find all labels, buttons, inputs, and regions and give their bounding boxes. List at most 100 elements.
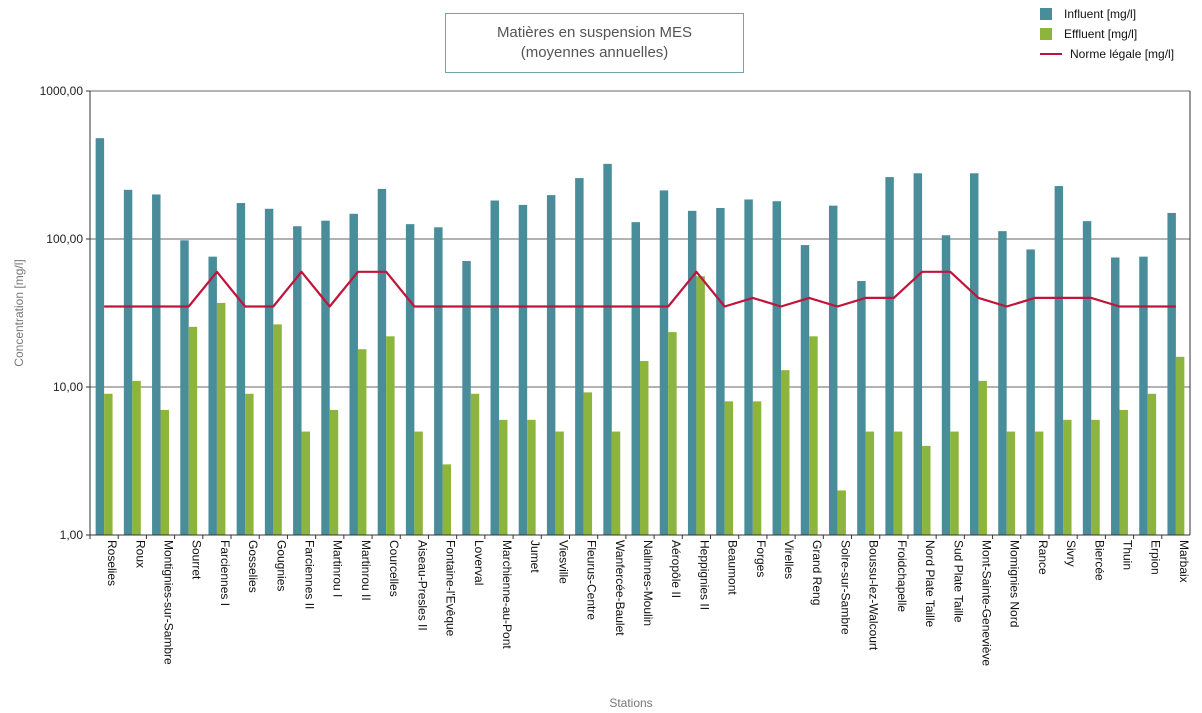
bar-effluent <box>752 401 762 535</box>
x-tick-label: Farciennes II <box>303 540 317 609</box>
bar-effluent <box>498 419 508 535</box>
x-tick-label: Jumet <box>528 540 542 573</box>
bar-influent <box>913 173 923 535</box>
bar-effluent <box>160 409 169 535</box>
x-tick-label: Sourret <box>190 540 204 580</box>
bars-layer <box>95 138 1185 536</box>
bar-effluent <box>668 332 677 535</box>
x-tick-label: Nord Plate Taille <box>923 540 937 627</box>
bar-influent <box>659 190 669 535</box>
line-layer <box>104 270 1176 308</box>
legend-item-effluent: Effluent [mg/l] <box>1040 25 1174 43</box>
bar-effluent <box>611 431 621 535</box>
bar-effluent <box>357 349 367 535</box>
x-tick-label: Gosselies <box>246 540 260 593</box>
chart-title: Matières en suspension MES <box>496 24 693 41</box>
x-tick-label: Biercée <box>1092 540 1106 581</box>
axis-layer <box>89 91 1191 539</box>
bar-effluent <box>1063 419 1072 535</box>
x-tick-label: Forges <box>754 540 768 577</box>
bar-influent <box>631 222 640 535</box>
bar-influent <box>321 220 330 535</box>
y-tick-label: 10,00 <box>53 380 83 394</box>
bar-effluent <box>696 276 705 535</box>
bar-effluent <box>865 431 875 535</box>
bar-influent <box>828 205 838 535</box>
bar-effluent <box>809 336 818 535</box>
bar-effluent <box>104 393 113 535</box>
bar-effluent <box>640 360 649 535</box>
bar-effluent <box>1119 409 1128 535</box>
bar-influent <box>603 163 612 535</box>
bar-effluent <box>527 419 536 535</box>
x-tick-label: Montignies-sur-Sambre <box>162 540 176 665</box>
bar-influent <box>1026 249 1035 536</box>
bar-effluent <box>329 409 339 535</box>
x-axis-label: Stations <box>609 696 652 710</box>
bar-influent <box>152 194 161 535</box>
bar-influent <box>123 189 133 535</box>
bar-effluent <box>188 326 198 535</box>
bar-influent <box>998 231 1007 535</box>
bar-effluent <box>273 324 282 535</box>
x-tick-label: Nalinnes-Moulin <box>641 540 655 626</box>
bar-effluent <box>132 380 141 535</box>
bar-effluent <box>245 393 254 535</box>
bar-effluent <box>301 431 310 535</box>
legend-item-influent: Influent [mg/l] <box>1040 5 1174 23</box>
bar-effluent <box>555 431 564 535</box>
bar-effluent <box>1091 419 1100 535</box>
bar-influent <box>575 178 584 536</box>
bar-influent <box>180 240 189 536</box>
bar-influent <box>349 213 358 535</box>
bar-effluent <box>978 380 987 535</box>
bar-effluent <box>950 431 959 535</box>
x-tick-label: Fontaine-l'Evêque <box>444 540 458 637</box>
x-tick-label: Solre-sur-Sambre <box>838 540 852 635</box>
x-tick-label: Mont-Sainte-Geneviève <box>979 540 993 666</box>
x-tick-label: Rance <box>1036 540 1050 575</box>
legend-label-norme: Norme légale [mg/l] <box>1070 47 1175 61</box>
bar-influent <box>546 195 556 535</box>
bar-influent <box>264 208 274 536</box>
bar-influent <box>434 227 443 535</box>
x-tick-label: Wanfercée-Baulet <box>613 540 627 636</box>
legend: Influent [mg/l] Effluent [mg/l] Norme lé… <box>1040 5 1174 65</box>
bar-effluent <box>414 431 423 535</box>
x-tick-label: Aiseau-Presles II <box>415 540 429 631</box>
x-tick-label: Fleurus-Centre <box>585 540 599 620</box>
norme-line <box>104 270 1176 308</box>
x-tick-label: Virelles <box>782 540 796 579</box>
x-tick-label: Froidchapelle <box>895 540 909 612</box>
bar-influent <box>970 173 979 535</box>
bar-influent <box>857 281 866 535</box>
bar-effluent <box>837 490 846 535</box>
bar-influent <box>885 177 894 535</box>
bar-effluent <box>1175 356 1185 535</box>
y-tick-label: 1000,00 <box>40 84 84 98</box>
ticklabel-layer: 1,00 10,00 100,00 1000,00 <box>40 84 84 542</box>
x-tick-label: Sud Plate Taille <box>951 540 965 623</box>
x-tick-label: Gougnies <box>274 540 288 591</box>
x-tick-label: Boussu-lez-Walcourt <box>867 540 881 651</box>
legend-label-effluent: Effluent [mg/l] <box>1064 27 1138 41</box>
bar-influent <box>687 210 697 535</box>
bar-influent <box>800 245 810 535</box>
x-tick-label: Grand Reng <box>810 540 824 605</box>
x-tick-label: Loverval <box>472 540 486 585</box>
legend-label-influent: Influent [mg/l] <box>1064 7 1137 21</box>
bar-effluent <box>583 392 593 535</box>
bar-influent <box>236 203 246 535</box>
bar-influent <box>716 207 725 536</box>
bar-effluent <box>470 393 480 535</box>
bar-effluent <box>386 336 395 535</box>
x-tick-label: Martinrou II <box>359 540 373 601</box>
y-tick-label: 1,00 <box>60 528 84 542</box>
bar-effluent <box>724 401 734 535</box>
bar-effluent <box>893 431 903 535</box>
legend-line-norme <box>1040 53 1062 55</box>
catlabel-layer: Roselies Roux Montignies-sur-Sambre Sourret… <box>105 540 1191 666</box>
bar-influent <box>1167 212 1176 536</box>
legend-swatch-influent <box>1040 8 1052 20</box>
